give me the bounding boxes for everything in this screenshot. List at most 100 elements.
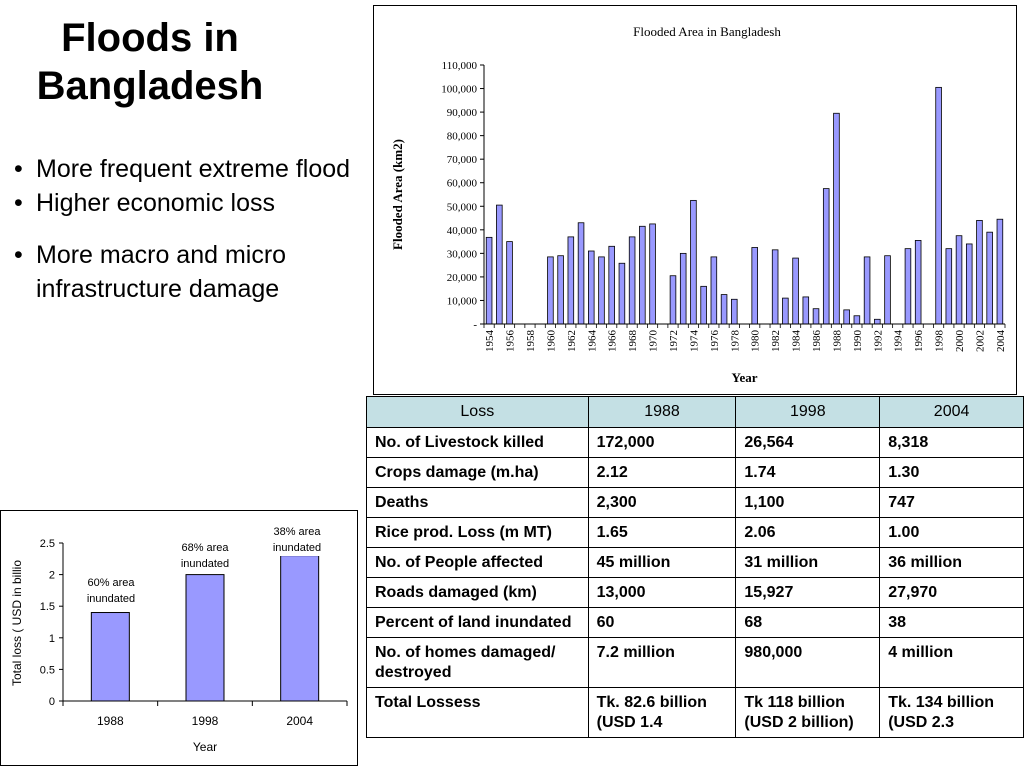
header-1998: 1998 [735, 396, 881, 428]
bar-1998 [935, 86, 942, 325]
bar-1954 [485, 236, 493, 325]
bar-2001 [965, 243, 973, 325]
bar-1956 [506, 241, 513, 325]
x-tick-label: 1966 [607, 330, 619, 353]
bar-1969 [639, 225, 646, 325]
bar-1993 [884, 255, 891, 325]
y-tick-label: - [473, 319, 477, 331]
cell-1998: 1,100 [735, 487, 881, 518]
cell-1998: Tk 118 billion (USD 2 billion) [735, 687, 881, 738]
cell-1998: 68 [735, 607, 881, 638]
table-row: Rice prod. Loss (m MT) 1.65 2.06 1.00 [366, 517, 1024, 548]
bar-1999 [945, 248, 953, 325]
y-tick-label: 1 [49, 633, 55, 645]
bullet-item: Higher economic loss [14, 186, 354, 220]
cell-2004: 1.30 [879, 457, 1024, 488]
x-tick-label: 1974 [688, 330, 700, 353]
cell-2004: 8,318 [879, 427, 1024, 458]
cell-1988: 7.2 million [587, 637, 737, 688]
cell-2004: Tk. 134 billion (USD 2.3 [879, 687, 1024, 738]
bar-1974 [690, 199, 697, 325]
cell-2004: 27,970 [879, 577, 1024, 608]
x-axis-label: Year [732, 370, 758, 385]
cell-2004: 747 [879, 487, 1024, 518]
bar-1976 [710, 256, 718, 325]
row-label: No. of People affected [366, 547, 589, 578]
bar-1987 [822, 188, 830, 325]
x-tick-label: 1998 [192, 714, 219, 728]
cell-1998: 31 million [735, 547, 881, 578]
table-row: Crops damage (m.ha) 2.12 1.74 1.30 [366, 457, 1024, 488]
x-tick-label: 1980 [750, 330, 762, 353]
x-tick-label: 1978 [729, 330, 741, 353]
bar-1965 [598, 256, 605, 325]
bar-1973 [679, 252, 687, 325]
cell-1988: 172,000 [587, 427, 737, 458]
row-label: No. of Livestock killed [366, 427, 589, 458]
bar-1998 [185, 574, 225, 702]
x-tick-label: 1964 [586, 330, 598, 353]
bar-1955 [496, 204, 503, 325]
cell-2004: 36 million [879, 547, 1024, 578]
y-tick-label: 60,000 [447, 178, 478, 190]
x-tick-label: 2004 [995, 330, 1007, 353]
bar-1989 [843, 309, 850, 325]
row-label: Deaths [366, 487, 589, 518]
cell-2004: 38 [879, 607, 1024, 638]
bar-1962 [567, 236, 575, 325]
y-tick-label: 0 [49, 696, 55, 708]
table-row: Deaths 2,300 1,100 747 [366, 487, 1024, 518]
x-tick-label: 1986 [811, 330, 823, 353]
y-tick-label: 100,000 [441, 84, 477, 96]
cell-1998: 980,000 [735, 637, 881, 688]
x-tick-label: 1998 [934, 330, 946, 353]
x-tick-label: 1988 [97, 714, 124, 728]
y-tick-label: 1.5 [40, 601, 55, 613]
bar-1975 [700, 285, 707, 325]
x-tick-label: 1956 [505, 330, 517, 353]
row-label: Percent of land inundated [366, 607, 589, 638]
bar-1983 [782, 297, 789, 325]
header-1988: 1988 [587, 396, 737, 428]
cell-1988: Tk. 82.6 billion (USD 1.4 [587, 687, 737, 738]
row-label: Roads damaged (km) [366, 577, 589, 608]
bar-1966 [608, 245, 615, 325]
y-tick-label: 0.5 [40, 664, 55, 676]
annotation-line: inundated [87, 593, 135, 605]
cell-1998: 2.06 [735, 517, 881, 548]
bullet-list: More frequent extreme flood Higher econo… [14, 152, 354, 306]
x-axis-label: Year [193, 740, 217, 754]
table-header-row: Loss 1988 1998 2004 [366, 396, 1024, 428]
x-tick-label: 1972 [668, 330, 680, 352]
y-tick-label: 10,000 [447, 295, 478, 307]
table-row: Percent of land inundated 60 68 38 [366, 607, 1024, 638]
bar-1988 [833, 112, 840, 325]
header-2004: 2004 [879, 396, 1024, 428]
bar-1982 [771, 249, 779, 325]
bar-1990 [853, 315, 861, 325]
bar-1961 [557, 255, 564, 325]
flooded-area-chart: Flooded Area in Bangladesh - 10,000 20,000 3… [373, 5, 1017, 395]
x-tick-label: 1996 [913, 330, 925, 353]
y-tick-label: 80,000 [447, 131, 478, 143]
x-tick-label: 1992 [872, 330, 884, 352]
x-tick-label: 1990 [852, 330, 864, 353]
bar-1968 [628, 236, 636, 325]
bar-1991 [863, 256, 871, 325]
x-tick-label: 1976 [709, 330, 721, 353]
total-loss-chart-svg: 0 0.5 1 1.5 2 2.5 1988 1998 2004 60% area inundate… [10, 522, 348, 754]
y-tick-label: 40,000 [447, 225, 478, 237]
bar-1963 [577, 222, 585, 325]
chart-title: Flooded Area in Bangladesh [633, 24, 781, 39]
title-line-1: Floods in [61, 16, 239, 60]
bar-1977 [720, 294, 728, 325]
bar-2004 [996, 218, 1004, 325]
x-tick-label: 1984 [791, 330, 803, 353]
bar-1967 [618, 262, 626, 325]
cell-1998: 15,927 [735, 577, 881, 608]
x-tick-label: 2000 [954, 330, 966, 353]
x-tick-label: 1954 [484, 330, 496, 353]
bar-1978 [731, 298, 738, 325]
cell-1988: 60 [587, 607, 737, 638]
bar-1984 [792, 257, 799, 325]
